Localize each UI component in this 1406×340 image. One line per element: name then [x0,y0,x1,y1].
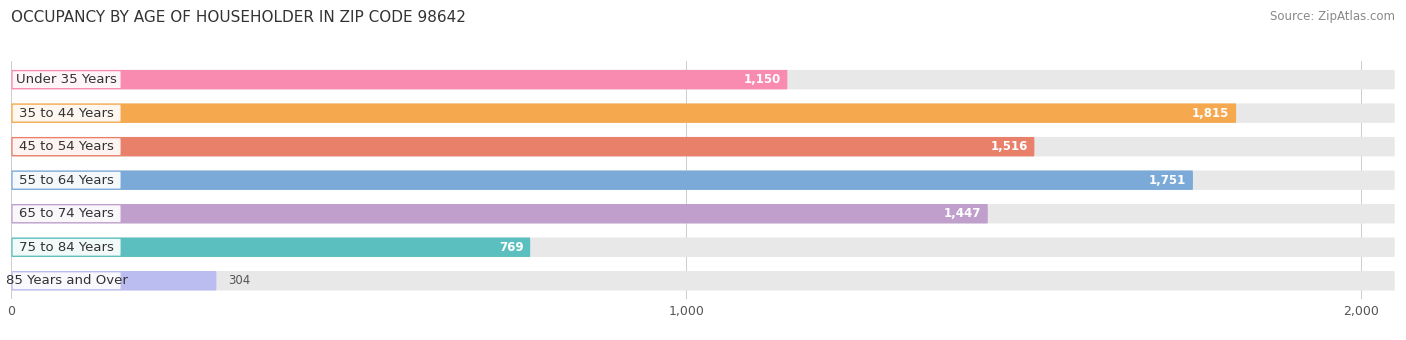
Text: 304: 304 [229,274,250,287]
Text: 65 to 74 Years: 65 to 74 Years [20,207,114,220]
Text: 75 to 84 Years: 75 to 84 Years [20,241,114,254]
Text: Under 35 Years: Under 35 Years [15,73,117,86]
Text: 55 to 64 Years: 55 to 64 Years [20,174,114,187]
Text: 35 to 44 Years: 35 to 44 Years [20,107,114,120]
Text: Source: ZipAtlas.com: Source: ZipAtlas.com [1270,10,1395,23]
FancyBboxPatch shape [11,103,1395,123]
FancyBboxPatch shape [11,137,1395,156]
FancyBboxPatch shape [11,271,1395,290]
Text: 1,150: 1,150 [744,73,780,86]
FancyBboxPatch shape [11,170,1192,190]
FancyBboxPatch shape [13,71,121,88]
Text: 1,815: 1,815 [1192,107,1229,120]
FancyBboxPatch shape [13,138,121,155]
FancyBboxPatch shape [13,172,121,189]
FancyBboxPatch shape [11,238,1395,257]
FancyBboxPatch shape [13,205,121,222]
FancyBboxPatch shape [11,271,217,290]
Text: 1,447: 1,447 [943,207,981,220]
Text: 769: 769 [499,241,523,254]
Text: 1,751: 1,751 [1149,174,1187,187]
FancyBboxPatch shape [11,70,787,89]
Text: 1,516: 1,516 [990,140,1028,153]
Text: OCCUPANCY BY AGE OF HOUSEHOLDER IN ZIP CODE 98642: OCCUPANCY BY AGE OF HOUSEHOLDER IN ZIP C… [11,10,467,25]
FancyBboxPatch shape [13,239,121,256]
FancyBboxPatch shape [11,238,530,257]
Text: 45 to 54 Years: 45 to 54 Years [20,140,114,153]
Text: 85 Years and Over: 85 Years and Over [6,274,128,287]
FancyBboxPatch shape [13,105,121,121]
FancyBboxPatch shape [11,137,1035,156]
FancyBboxPatch shape [11,103,1236,123]
FancyBboxPatch shape [11,70,1395,89]
FancyBboxPatch shape [11,204,988,223]
FancyBboxPatch shape [11,170,1395,190]
FancyBboxPatch shape [11,204,1395,223]
FancyBboxPatch shape [13,272,121,289]
